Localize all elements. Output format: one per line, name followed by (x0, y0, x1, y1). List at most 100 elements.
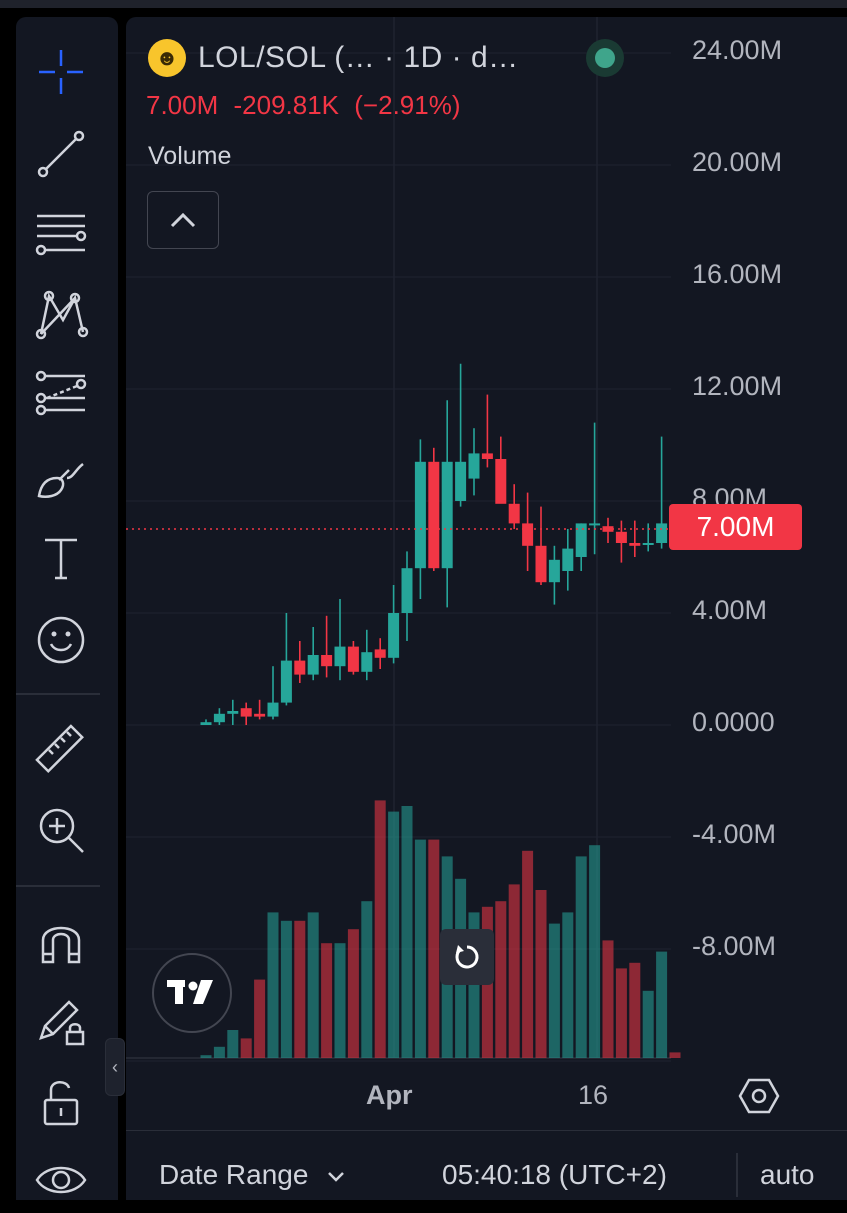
volume-bar (334, 943, 346, 1058)
forecast-tool[interactable] (28, 361, 94, 427)
candle-body (200, 722, 212, 725)
reset-icon (455, 945, 479, 969)
candle-body (361, 652, 373, 672)
volume-bar (495, 901, 507, 1058)
unlock-tool[interactable] (28, 1069, 94, 1135)
candle-body (347, 646, 359, 672)
price-axis-label: 12.00M (692, 371, 783, 401)
volume-bar (213, 1046, 225, 1058)
candle-body (280, 660, 292, 703)
brush-icon (37, 463, 84, 498)
price-change-row: 7.00M -209.81K (−2.91%) (146, 90, 469, 121)
fib-retracement-icon (35, 214, 87, 256)
current-price-tag: 7.00M (669, 504, 802, 550)
pattern-tool[interactable] (28, 281, 94, 347)
volume-bar (388, 811, 400, 1058)
price-axis-label: 4.00M (692, 595, 768, 625)
trend-line-icon (37, 130, 85, 178)
toolbar-divider (16, 693, 100, 695)
volume-bar (548, 923, 560, 1058)
top-bar (0, 0, 847, 8)
candle-body (481, 453, 493, 459)
symbol-legend[interactable]: ☻ LOL/SOL (… · 1D · d… (148, 39, 519, 77)
candle-body (401, 568, 413, 613)
candle-body (227, 711, 239, 714)
date-range-dropdown[interactable]: Date Range (159, 1159, 346, 1191)
forecast-icon (35, 370, 87, 416)
date-range-label: Date Range (159, 1159, 309, 1190)
candle-body (254, 713, 266, 717)
trend-line-tool[interactable] (28, 121, 94, 187)
price-axis-label: 24.00M (692, 35, 783, 65)
price-axis-label: -8.00M (692, 931, 777, 961)
volume-bar (280, 920, 292, 1058)
tradingview-logo[interactable] (152, 953, 232, 1033)
emoji-icon (37, 616, 85, 664)
candle-body (321, 655, 333, 667)
market-status-icon[interactable] (586, 39, 624, 77)
volume-bar (642, 990, 654, 1058)
measure-tool[interactable] (28, 717, 94, 783)
candle-body (441, 461, 453, 569)
price-axis-label: 0.0000 (692, 707, 775, 737)
time-axis-label: Apr (366, 1080, 413, 1110)
price-axis-label: -4.00M (692, 819, 777, 849)
reset-chart-button[interactable] (440, 929, 494, 985)
clock-timezone[interactable]: 05:40:18 (UTC+2) (442, 1159, 667, 1190)
candle-body (508, 503, 520, 524)
volume-bar (321, 943, 333, 1058)
symbol-title[interactable]: LOL/SOL (… · 1D · d… (198, 41, 519, 74)
toolbar-divider (16, 885, 100, 887)
candle-body (307, 655, 319, 675)
unlock-icon (43, 1081, 79, 1126)
zoom-tool[interactable] (28, 797, 94, 863)
emoji-tool[interactable] (28, 607, 94, 673)
candle-body (615, 531, 627, 543)
chevron-left-icon: ‹ (112, 1056, 118, 1077)
chart-settings-button[interactable] (738, 1075, 780, 1117)
volume-bar (589, 845, 601, 1058)
volume-indicator-label[interactable]: Volume (148, 142, 232, 170)
lock-drawings-tool[interactable] (28, 989, 94, 1055)
magnet-icon (41, 926, 81, 964)
candle-body (575, 523, 587, 557)
candle-body (468, 453, 480, 479)
volume-bar (267, 912, 279, 1058)
chevron-up-icon (170, 212, 196, 228)
bottom-divider (736, 1153, 738, 1197)
volume-bar (361, 901, 373, 1058)
candle-body (656, 523, 668, 543)
candle-body (535, 545, 547, 583)
collapse-indicators-button[interactable] (147, 191, 219, 249)
price-change-pct: (−2.91%) (354, 90, 461, 120)
volume-bar (656, 951, 668, 1058)
time-axis-label: 16 (578, 1080, 609, 1110)
candle-body (629, 543, 641, 546)
volume-bar (602, 940, 614, 1058)
price-axis-label: 16.00M (692, 259, 783, 289)
volume-bar (508, 884, 520, 1058)
auto-scale-button[interactable]: auto (760, 1159, 815, 1190)
last-price: 7.00M (146, 90, 219, 120)
candle-body (589, 523, 601, 526)
fib-retracement-tool[interactable] (28, 201, 94, 267)
crosshair-tool[interactable] (28, 39, 94, 105)
volume-bar (522, 850, 534, 1058)
candle-body (267, 702, 279, 717)
bottom-toolbar: Date Range 05:40:18 (UTC+2) auto (126, 1130, 847, 1200)
chevron-down-icon (328, 1172, 345, 1182)
candle-body (495, 459, 507, 504)
text-tool[interactable] (28, 525, 94, 591)
volume-bar (227, 1030, 239, 1058)
lock-drawing-icon (39, 1000, 85, 1046)
candle-body (240, 708, 252, 717)
magnet-tool[interactable] (28, 909, 94, 975)
hide-drawings-tool[interactable] (28, 1147, 94, 1213)
grinning-face-emoji-icon: ☻ (148, 39, 186, 77)
text-icon (45, 538, 77, 580)
volume-bar (414, 839, 426, 1058)
chart-panel[interactable]: ☻ LOL/SOL (… · 1D · d… 7.00M -209.81K (−… (126, 17, 847, 1200)
brush-tool[interactable] (28, 443, 94, 509)
toolbar-collapse-handle[interactable]: ‹ (105, 1038, 125, 1096)
candle-body (213, 713, 225, 723)
